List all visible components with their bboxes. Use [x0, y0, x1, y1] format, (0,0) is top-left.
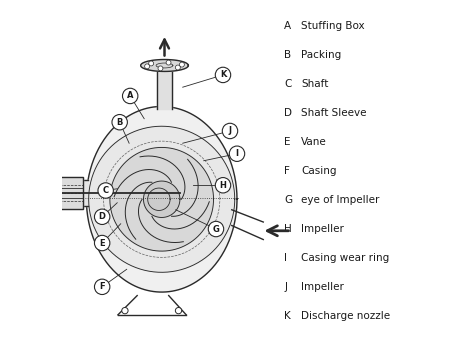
Polygon shape [89, 126, 235, 272]
Text: Shaft Sleeve: Shaft Sleeve [301, 108, 366, 118]
Circle shape [122, 88, 138, 104]
Text: Shaft: Shaft [301, 79, 328, 89]
Text: Discharge nozzle: Discharge nozzle [301, 311, 390, 321]
Text: J: J [228, 126, 231, 136]
Text: B: B [284, 50, 292, 60]
Circle shape [175, 307, 182, 314]
Text: D: D [99, 212, 106, 221]
Circle shape [180, 62, 184, 67]
Text: B: B [117, 118, 123, 127]
Text: K: K [284, 311, 291, 321]
Bar [52, 177, 82, 209]
Text: Casing: Casing [301, 166, 337, 176]
Circle shape [166, 60, 171, 65]
Text: G: G [212, 225, 219, 234]
Circle shape [112, 114, 128, 130]
Text: H: H [219, 181, 227, 190]
Text: K: K [220, 71, 226, 79]
Text: A: A [284, 21, 292, 31]
Circle shape [94, 279, 110, 294]
Text: I: I [236, 149, 238, 158]
Polygon shape [52, 177, 82, 209]
Text: Packing: Packing [301, 50, 341, 60]
Circle shape [222, 123, 237, 139]
Circle shape [94, 209, 110, 225]
Circle shape [175, 65, 180, 70]
Text: F: F [284, 166, 290, 176]
Circle shape [122, 307, 128, 314]
Circle shape [229, 146, 245, 161]
Text: eye of Impeller: eye of Impeller [301, 195, 380, 205]
Text: I: I [284, 253, 287, 263]
Circle shape [215, 178, 231, 193]
Text: G: G [284, 195, 292, 205]
Circle shape [215, 67, 231, 83]
Circle shape [208, 221, 224, 237]
Text: E: E [284, 137, 291, 147]
Circle shape [149, 61, 154, 66]
Text: Casing wear ring: Casing wear ring [301, 253, 389, 263]
Text: Impeller: Impeller [301, 282, 344, 292]
Circle shape [98, 183, 113, 198]
Text: C: C [284, 79, 292, 89]
Text: F: F [100, 282, 105, 291]
Text: Stuffing Box: Stuffing Box [301, 21, 365, 31]
Polygon shape [144, 181, 180, 217]
Polygon shape [110, 148, 213, 251]
Text: H: H [284, 224, 292, 234]
Text: D: D [284, 108, 292, 118]
Text: E: E [100, 239, 105, 247]
Polygon shape [86, 107, 237, 292]
Text: C: C [102, 186, 109, 195]
Circle shape [145, 64, 150, 69]
Polygon shape [141, 60, 188, 71]
Text: J: J [284, 282, 287, 292]
Text: A: A [127, 91, 134, 101]
Text: Vane: Vane [301, 137, 327, 147]
Text: Impeller: Impeller [301, 224, 344, 234]
Circle shape [94, 235, 110, 251]
Circle shape [158, 66, 163, 71]
